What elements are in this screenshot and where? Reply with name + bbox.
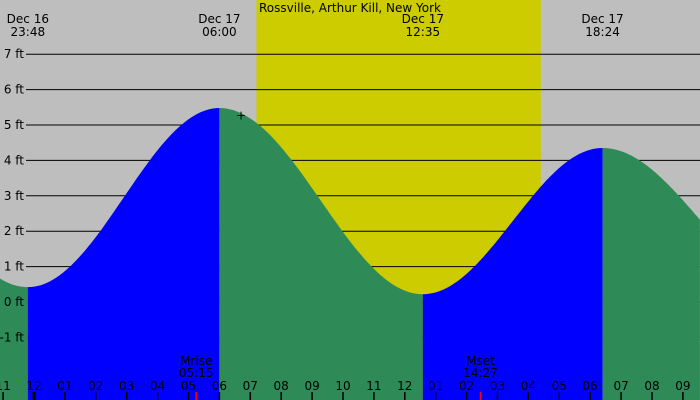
x-tick-label: 06 xyxy=(212,379,227,393)
rising-tide-area xyxy=(422,148,603,400)
x-tick-label: 11 xyxy=(366,379,381,393)
extreme-date-label: Dec 17 xyxy=(402,12,444,26)
x-tick-label: 09 xyxy=(675,379,690,393)
x-tick-label: 04 xyxy=(150,379,165,393)
x-tick-label: 01 xyxy=(428,379,443,393)
x-tick-label: 05 xyxy=(552,379,567,393)
y-tick-label: 0 ft xyxy=(4,295,24,309)
rising-tide-area xyxy=(27,108,220,400)
y-tick-label: 1 ft xyxy=(4,260,24,274)
extreme-time-label: 12:35 xyxy=(406,25,441,39)
extreme-time-label: 06:00 xyxy=(202,25,237,39)
x-tick-label: 05 xyxy=(181,379,196,393)
x-tick-label: 06 xyxy=(583,379,598,393)
extreme-time-label: 18:24 xyxy=(585,25,620,39)
x-tick-label: 07 xyxy=(613,379,628,393)
current-time-marker: + xyxy=(236,108,246,122)
chart-title: Rossville, Arthur Kill, New York xyxy=(259,1,441,15)
falling-tide-area xyxy=(0,278,28,400)
y-tick-label: 7 ft xyxy=(4,47,24,61)
y-tick-label: 2 ft xyxy=(4,224,24,238)
y-tick-label: 3 ft xyxy=(4,189,24,203)
x-tick-label: 04 xyxy=(521,379,536,393)
x-tick-label: 02 xyxy=(88,379,103,393)
x-tick-label: 03 xyxy=(119,379,134,393)
y-tick-label: 4 ft xyxy=(4,153,24,167)
extreme-date-label: Dec 16 xyxy=(7,12,49,26)
y-tick-label: 6 ft xyxy=(4,83,24,97)
moon-event-time: 14:27 xyxy=(463,366,498,380)
x-tick-label: 12 xyxy=(26,379,41,393)
y-tick-label: 5 ft xyxy=(4,118,24,132)
x-tick-label: 03 xyxy=(490,379,505,393)
extreme-date-label: Dec 17 xyxy=(581,12,623,26)
x-tick-label: 11 xyxy=(0,379,11,393)
x-tick-label: 02 xyxy=(459,379,474,393)
moon-event-label: Mrise xyxy=(180,354,212,368)
x-tick-label: 10 xyxy=(335,379,350,393)
x-tick-label: 08 xyxy=(274,379,289,393)
extreme-time-label: 23:48 xyxy=(11,25,46,39)
x-tick-label: 08 xyxy=(644,379,659,393)
falling-tide-area xyxy=(602,148,700,400)
x-tick-label: 07 xyxy=(243,379,258,393)
moon-event-time: 05:15 xyxy=(179,366,214,380)
x-tick-label: 09 xyxy=(304,379,319,393)
x-tick-label: 12 xyxy=(397,379,412,393)
y-tick-label: -1 ft xyxy=(0,330,24,344)
x-tick-label: 01 xyxy=(57,379,72,393)
falling-tide-area xyxy=(219,108,423,400)
extreme-date-label: Dec 17 xyxy=(198,12,240,26)
moon-event-label: Mset xyxy=(466,354,495,368)
